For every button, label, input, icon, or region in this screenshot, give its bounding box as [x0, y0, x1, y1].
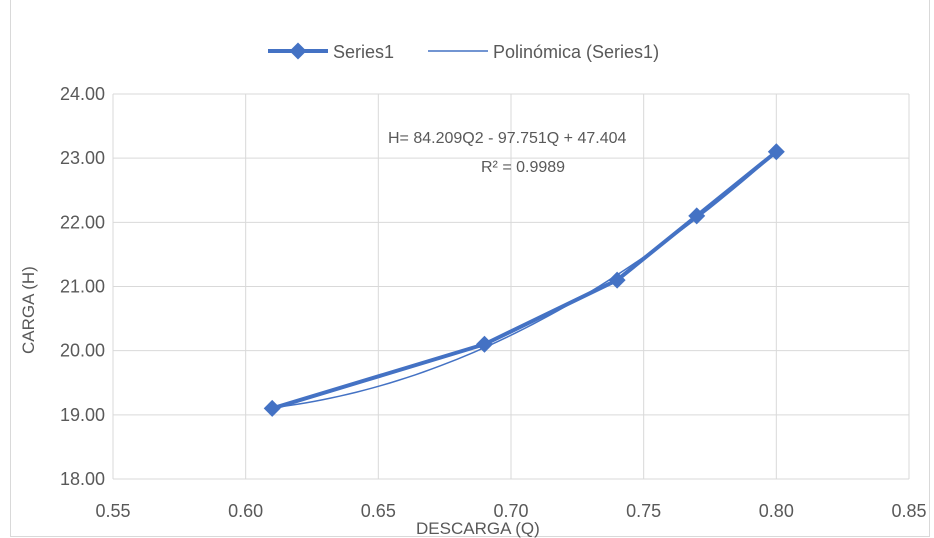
legend-trend-label: Polinómica (Series1): [493, 42, 659, 62]
series-layer: [263, 143, 785, 417]
x-tick-label: 0.80: [759, 501, 794, 521]
y-tick-label: 22.00: [60, 212, 105, 232]
legend-series1-marker: [289, 42, 307, 60]
series1-line: [271, 150, 778, 411]
y-tick-label: 20.00: [60, 341, 105, 361]
series1-point: [608, 271, 626, 289]
trendline: [272, 151, 777, 409]
trendline-layer: [272, 151, 777, 409]
x-tick-label: 0.65: [361, 501, 396, 521]
x-axis-title: DESCARGA (Q): [416, 519, 540, 538]
series1-point: [767, 143, 785, 161]
series1-point: [263, 399, 281, 417]
grid: [112, 93, 910, 480]
y-tick-label: 19.00: [60, 405, 105, 425]
series1-point: [688, 207, 706, 225]
tick-labels: 0.55 0.60 0.65 0.70 0.75 0.80 0.85 18.00 19.00 20…: [60, 84, 927, 521]
x-tick-label: 0.75: [626, 501, 661, 521]
x-tick-label: 0.70: [493, 501, 528, 521]
y-tick-label: 24.00: [60, 84, 105, 104]
legend: Series1 Polinómica (Series1): [268, 42, 659, 62]
x-tick-label: 0.60: [228, 501, 263, 521]
series1-point: [475, 335, 493, 353]
legend-series1-label: Series1: [333, 42, 394, 62]
y-axis-title: CARGA (H): [19, 266, 38, 354]
y-tick-label: 18.00: [60, 469, 105, 489]
y-tick-label: 21.00: [60, 277, 105, 297]
y-tick-label: 23.00: [60, 148, 105, 168]
trend-equation: H= 84.209Q2 - 97.751Q + 47.404: [388, 130, 627, 147]
x-tick-label: 0.85: [891, 501, 926, 521]
trend-r-squared: R² = 0.9989: [481, 159, 565, 176]
x-tick-label: 0.55: [95, 501, 130, 521]
